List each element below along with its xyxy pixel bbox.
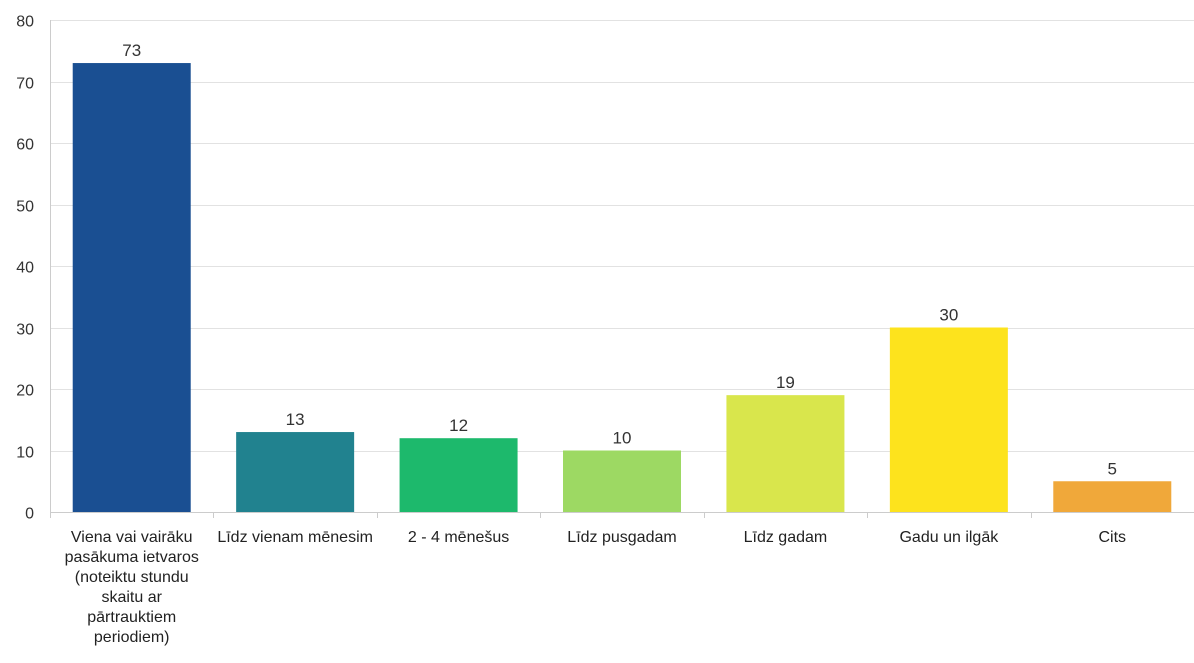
x-category-label-line: Līdz gadam	[744, 529, 828, 546]
x-category-label-line: pārtrauktiem	[87, 609, 176, 626]
x-category-label-line: 2 - 4 mēnešus	[408, 529, 509, 546]
y-tick-label: 80	[16, 14, 34, 31]
bar[interactable]	[563, 450, 681, 513]
x-category-label: Līdz gadam	[744, 529, 828, 546]
x-category-label-line: (noteiktu stundu	[75, 569, 189, 586]
bar[interactable]	[1053, 481, 1172, 512]
data-label: 73	[122, 41, 141, 60]
x-category-label-line: Līdz pusgadam	[567, 529, 676, 546]
x-category-label: Cits	[1099, 529, 1127, 546]
y-tick-label: 50	[16, 199, 34, 216]
x-category-label-line: Cits	[1099, 529, 1127, 546]
data-label: 13	[286, 410, 305, 429]
x-category-label: Viena vai vairāku pasākuma ietvaros (notei…	[65, 529, 199, 646]
y-tick-label: 10	[16, 445, 34, 462]
bar[interactable]	[726, 395, 845, 512]
x-axis-labels: Viena vai vairāku pasākuma ietvaros (notei…	[65, 529, 1127, 646]
bar[interactable]	[72, 63, 191, 513]
data-label: 12	[449, 416, 468, 435]
x-category-label: Līdz pusgadam	[567, 529, 676, 546]
x-category-label-line: pasākuma ietvaros	[65, 549, 199, 566]
x-category-label-line: Viena vai vairāku	[71, 529, 193, 546]
x-category-label-line: Līdz vienam mēnesim	[217, 529, 373, 546]
y-tick-label: 0	[25, 506, 34, 523]
y-tick-label: 40	[16, 260, 34, 277]
bar[interactable]	[399, 438, 518, 512]
bars	[72, 63, 1172, 513]
y-axis-ticks: 0 10 20 30 40 50 60 70 80	[16, 14, 34, 523]
x-category-label-line: Gadu un ilgāk	[899, 529, 999, 546]
data-label: 30	[939, 306, 958, 325]
bar[interactable]	[889, 327, 1008, 513]
x-category-label: 2 - 4 mēnešus	[408, 529, 509, 546]
data-label: 5	[1108, 459, 1117, 478]
data-labels: 73 13 12 10 19 30 5	[122, 41, 1117, 478]
data-label: 19	[776, 373, 795, 392]
x-category-label-line: skaitu ar	[101, 589, 162, 606]
data-label: 10	[613, 429, 632, 448]
x-category-label-line: periodiem)	[94, 629, 170, 646]
y-tick-label: 60	[16, 137, 34, 154]
bar[interactable]	[236, 432, 355, 512]
y-tick-label: 30	[16, 322, 34, 339]
x-category-label: Gadu un ilgāk	[899, 529, 999, 546]
y-tick-label: 70	[16, 76, 34, 93]
y-tick-label: 20	[16, 383, 34, 400]
x-category-label: Līdz vienam mēnesim	[217, 529, 373, 546]
